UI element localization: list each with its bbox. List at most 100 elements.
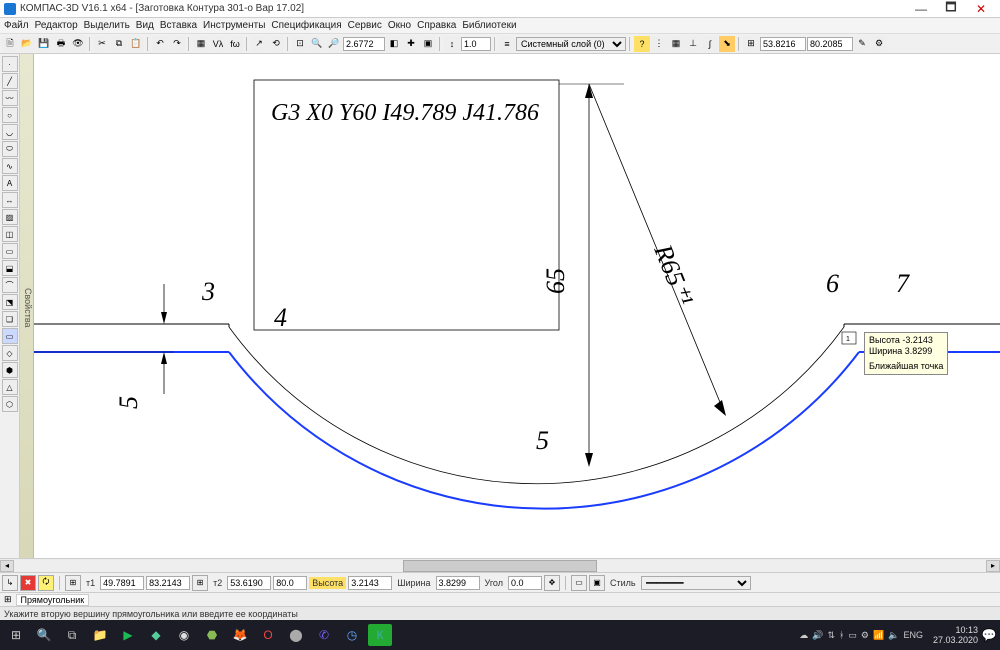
new-button[interactable]: 🗎	[2, 36, 18, 52]
axis-icon[interactable]: ✥	[544, 575, 560, 591]
ortho-icon[interactable]: ⬊	[719, 36, 735, 52]
icon-l[interactable]: ∫	[702, 36, 718, 52]
icon-o[interactable]: ⚙	[871, 36, 887, 52]
undo-button[interactable]: ↶	[152, 36, 168, 52]
icon-f[interactable]: ◧	[386, 36, 402, 52]
p2-y[interactable]	[273, 576, 307, 590]
start-button[interactable]: ⊞	[4, 624, 28, 646]
minimize-button[interactable]: —	[906, 2, 936, 16]
tool-dim[interactable]: ↔	[2, 192, 18, 208]
prop-auto[interactable]: 🗘	[38, 575, 54, 591]
scroll-right[interactable]: ▸	[986, 560, 1000, 572]
firefox-icon[interactable]: 🦊	[228, 624, 252, 646]
menu-insert[interactable]: Вставка	[160, 20, 197, 31]
opera-icon[interactable]: O	[256, 624, 280, 646]
tray-a-icon[interactable]: ▭	[848, 630, 857, 641]
prop-apply[interactable]: ↳	[2, 575, 18, 591]
drawing-canvas[interactable]: G3 X0 Y60 I49.789 J41.786 3 4 6 7	[34, 54, 1000, 558]
tool-point[interactable]: ·	[2, 56, 18, 72]
tool-text[interactable]: A	[2, 175, 18, 191]
menu-select[interactable]: Выделить	[84, 20, 130, 31]
tray-net-icon[interactable]: ⇅	[827, 630, 835, 641]
icon-g[interactable]: ✚	[403, 36, 419, 52]
prop-cancel[interactable]: ✖	[20, 575, 36, 591]
menu-service[interactable]: Сервис	[348, 20, 382, 31]
open-button[interactable]: 📂	[19, 36, 35, 52]
tab-rect[interactable]: Прямоугольник	[16, 594, 90, 606]
p2-x[interactable]	[227, 576, 271, 590]
icon-a[interactable]: ▦	[193, 36, 209, 52]
height-input[interactable]	[348, 576, 392, 590]
tray-b-icon[interactable]: ⚙	[861, 630, 869, 641]
rect-mode-2[interactable]: ▣	[589, 575, 605, 591]
app3-icon[interactable]: ⬤	[284, 624, 308, 646]
zoom-out-button[interactable]: 🔎	[326, 36, 342, 52]
menu-spec[interactable]: Спецификация	[271, 20, 341, 31]
icon-m[interactable]: ⊞	[743, 36, 759, 52]
tray-c-icon[interactable]: 📶	[873, 630, 884, 641]
media-icon[interactable]: ▶	[116, 624, 140, 646]
tool-circle[interactable]: ○	[2, 107, 18, 123]
tool-line[interactable]: ╱	[2, 73, 18, 89]
tool-j[interactable]: ⬡	[2, 396, 18, 412]
zoom-fit-button[interactable]: ⊡	[292, 36, 308, 52]
rect-mode-1[interactable]: ▭	[571, 575, 587, 591]
tool-b[interactable]: ▭	[2, 243, 18, 259]
taskbar-clock[interactable]: 10:13 27.03.2020	[933, 625, 978, 645]
coord-x[interactable]	[760, 37, 806, 51]
search-icon[interactable]: 🔍	[32, 624, 56, 646]
close-button[interactable]: ✕	[966, 2, 996, 16]
layer-select[interactable]: Системный слой (0)	[516, 37, 626, 51]
icon-k[interactable]: ⊥	[685, 36, 701, 52]
tool-spline[interactable]: ∿	[2, 158, 18, 174]
tool-h[interactable]: ⬢	[2, 362, 18, 378]
angle-input[interactable]	[508, 576, 542, 590]
p1-y[interactable]	[146, 576, 190, 590]
icon-d[interactable]: ↗	[251, 36, 267, 52]
paste-button[interactable]: 📋	[128, 36, 144, 52]
menu-help[interactable]: Справка	[417, 20, 456, 31]
tool-e[interactable]: ⬔	[2, 294, 18, 310]
menu-edit[interactable]: Редактор	[35, 20, 78, 31]
tray-sound-icon[interactable]: 🔊	[812, 630, 823, 641]
tool-ellipse[interactable]: ⬭	[2, 141, 18, 157]
prop-p2-icon[interactable]: ⊞	[192, 575, 208, 591]
tray-lang[interactable]: ENG	[903, 630, 923, 640]
tool-i[interactable]: △	[2, 379, 18, 395]
explorer-icon[interactable]: 📁	[88, 624, 112, 646]
notif-icon[interactable]: 💬	[982, 624, 996, 646]
menu-libraries[interactable]: Библиотеки	[462, 20, 516, 31]
tool-c[interactable]: ⬓	[2, 260, 18, 276]
icon-c[interactable]: fω	[227, 36, 243, 52]
viber-icon[interactable]: ✆	[312, 624, 336, 646]
tool-f[interactable]: ❏	[2, 311, 18, 327]
maximize-button[interactable]: 🗖	[936, 0, 966, 19]
side-panel-strip[interactable]: Свойства	[20, 54, 34, 558]
redo-button[interactable]: ↷	[169, 36, 185, 52]
menu-file[interactable]: Файл	[4, 20, 29, 31]
menu-view[interactable]: Вид	[136, 20, 154, 31]
p1-x[interactable]	[100, 576, 144, 590]
tool-d[interactable]: ⌒	[2, 277, 18, 293]
scroll-left[interactable]: ◂	[0, 560, 14, 572]
h-scrollbar[interactable]: ◂ ▸	[0, 558, 1000, 572]
scale2-input[interactable]	[461, 37, 491, 51]
print-button[interactable]: 🖶	[53, 36, 69, 52]
scale-input[interactable]	[343, 37, 385, 51]
layer-icon[interactable]: ≡	[499, 36, 515, 52]
app2-icon[interactable]: ⬣	[200, 624, 224, 646]
chrome-icon[interactable]: ◉	[172, 624, 196, 646]
tool-arc[interactable]: ◡	[2, 124, 18, 140]
tool-a[interactable]: ◫	[2, 226, 18, 242]
icon-h[interactable]: ▣	[420, 36, 436, 52]
menu-tools[interactable]: Инструменты	[203, 20, 265, 31]
icon-n[interactable]: ✎	[854, 36, 870, 52]
save-button[interactable]: 💾	[36, 36, 52, 52]
tool-polyline[interactable]: 〰	[2, 90, 18, 106]
menu-window[interactable]: Окно	[388, 20, 411, 31]
icon-j[interactable]: ?	[634, 36, 650, 52]
icon-i[interactable]: ↕	[444, 36, 460, 52]
icon-e[interactable]: ⟲	[268, 36, 284, 52]
prop-p1-icon[interactable]: ⊞	[65, 575, 81, 591]
tray-cloud-icon[interactable]: ☁	[799, 630, 808, 641]
